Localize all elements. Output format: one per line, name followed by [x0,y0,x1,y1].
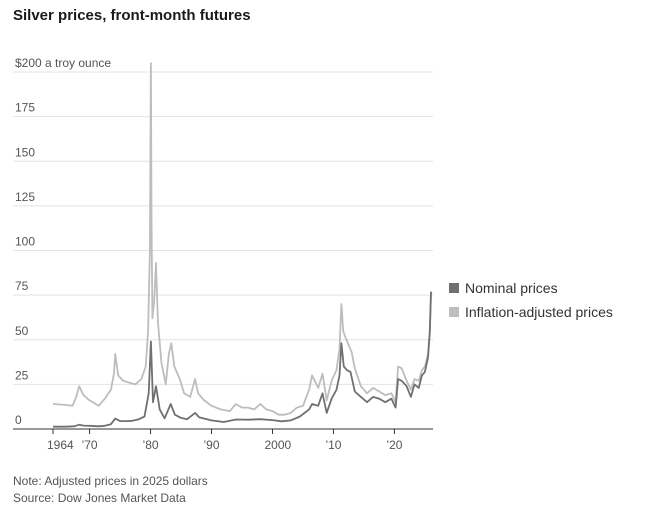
legend: Nominal prices Inflation-adjusted prices [449,276,613,324]
y-tick-label: 150 [15,145,35,159]
y-tick-label: 25 [15,368,29,382]
grid-layer [13,71,433,430]
y-tick-label: 0 [15,413,22,427]
y-tick-label: 100 [15,235,35,249]
chart-title: Silver prices, front-month futures [13,7,251,24]
legend-swatch-nominal [449,283,459,293]
x-tick-label: 1964 [47,438,74,452]
source-text: Source: Dow Jones Market Data [13,491,186,505]
legend-label-nominal: Nominal prices [465,280,558,296]
chart-footnotes: Note: Adjusted prices in 2025 dollars So… [13,473,208,507]
y-tick-label: 175 [15,101,35,115]
x-axis-labels: 1964 ’70 ’80 ’90 2000 ’10 ’20 [47,429,403,452]
y-tick-label: 50 [15,324,29,338]
x-tick-label: ’20 [386,438,402,452]
y-tick-label: 125 [15,190,35,204]
legend-label-inflation-adjusted: Inflation-adjusted prices [465,304,613,320]
x-tick-label: ’80 [143,438,159,452]
x-tick-label: ’90 [204,438,220,452]
y-axis-labels: 0 25 50 75 100 125 150 175 $200 a troy ounce [15,56,111,427]
y-tick-label: $200 a troy ounce [15,56,111,70]
legend-item-inflation-adjusted: Inflation-adjusted prices [449,300,613,324]
series-line-inflation-adjusted [52,62,432,416]
series-layer [52,62,432,428]
series-line-nominal [53,291,432,428]
note-text: Note: Adjusted prices in 2025 dollars [13,474,208,488]
chart-area: 0 25 50 75 100 125 150 175 $200 a troy ounce 196… [13,56,433,452]
x-tick-label: ’10 [325,438,341,452]
y-tick-label: 75 [15,279,29,293]
legend-swatch-inflation-adjusted [449,307,459,317]
x-tick-label: 2000 [264,438,291,452]
x-tick-label: ’70 [82,438,98,452]
legend-item-nominal: Nominal prices [449,276,613,300]
